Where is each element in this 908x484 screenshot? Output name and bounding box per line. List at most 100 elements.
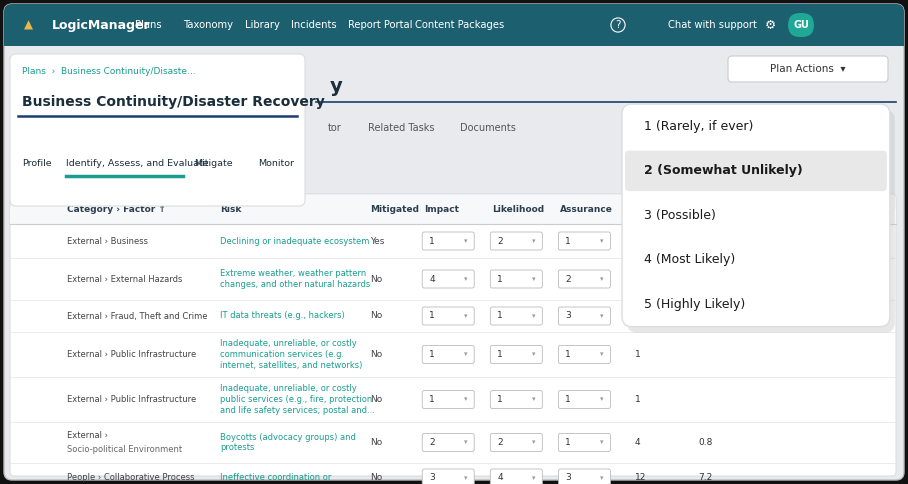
Text: No: No [370,274,382,284]
Text: 3: 3 [429,473,435,483]
Text: ▾: ▾ [600,396,604,403]
Text: public services (e.g., fire, protection: public services (e.g., fire, protection [220,395,372,404]
Text: ▾: ▾ [464,351,468,358]
Text: 1: 1 [635,350,641,359]
Text: 3: 3 [566,312,571,320]
Text: External › Public Infrastructure: External › Public Infrastructure [67,350,197,359]
Text: 0.8: 0.8 [698,438,713,447]
Text: ▾: ▾ [464,276,468,282]
FancyBboxPatch shape [490,434,542,452]
Text: 12: 12 [635,473,646,483]
FancyBboxPatch shape [625,151,887,191]
Text: 2: 2 [429,438,435,447]
Text: 5 (Highly Likely): 5 (Highly Likely) [644,298,745,311]
Text: ▾: ▾ [600,475,604,481]
Text: 1: 1 [498,350,503,359]
Text: ▾: ▾ [532,475,536,481]
Text: External › External Hazards: External › External Hazards [67,274,183,284]
FancyBboxPatch shape [422,232,474,250]
Text: 1: 1 [429,395,435,404]
Text: 7.2: 7.2 [698,473,713,483]
Text: Manage Risks  ▾: Manage Risks ▾ [766,168,850,178]
Text: Inadequate, unreliable, or costly: Inadequate, unreliable, or costly [220,339,357,348]
Text: ▾: ▾ [600,351,604,358]
Text: 2: 2 [566,274,571,284]
FancyBboxPatch shape [10,194,896,224]
Text: Plan Actions  ▾: Plan Actions ▾ [770,64,846,74]
FancyBboxPatch shape [422,346,474,363]
Text: ▾: ▾ [464,313,468,319]
Text: 4: 4 [635,438,641,447]
FancyBboxPatch shape [490,270,542,288]
Text: 4 (Most Likely): 4 (Most Likely) [644,254,735,266]
Text: 2 (Somewhat Unlikely): 2 (Somewhat Unlikely) [644,165,803,177]
Text: Related Tasks: Related Tasks [368,123,435,133]
Text: 3 (Possible): 3 (Possible) [644,209,716,222]
Text: No: No [370,438,382,447]
Text: Ineffective coordination or: Ineffective coordination or [220,473,331,483]
Text: 1 (Rarely, if ever): 1 (Rarely, if ever) [644,120,754,133]
Text: 1: 1 [566,438,571,447]
Text: No: No [370,395,382,404]
FancyBboxPatch shape [422,270,474,288]
Text: Monitor: Monitor [258,160,294,168]
FancyBboxPatch shape [622,104,890,327]
Text: Socio-political Environment: Socio-political Environment [67,445,183,454]
Text: Declining or inadequate ecosystem: Declining or inadequate ecosystem [220,237,370,245]
Text: 1: 1 [635,312,641,320]
Text: changes, and other natural hazards: changes, and other natural hazards [220,280,370,289]
Text: Plans  ›  Business Continuity/Disaste...: Plans › Business Continuity/Disaste... [22,67,195,76]
Text: 2: 2 [635,237,641,245]
Text: Inadequate, unreliable, or costly: Inadequate, unreliable, or costly [220,384,357,393]
Text: Content Packages: Content Packages [415,20,505,30]
Text: People › Collaborative Process: People › Collaborative Process [67,473,195,483]
FancyBboxPatch shape [627,110,895,333]
Text: ▾: ▾ [600,276,604,282]
FancyBboxPatch shape [728,56,888,82]
Text: 2: 2 [498,237,503,245]
Text: GU: GU [793,20,809,30]
Text: ▾: ▾ [532,351,536,358]
FancyBboxPatch shape [490,391,542,408]
Text: Identify, Assess, and Evaluate: Identify, Assess, and Evaluate [66,160,209,168]
FancyBboxPatch shape [10,209,896,224]
Text: Assurance: Assurance [560,205,613,213]
Text: 1: 1 [498,312,503,320]
FancyBboxPatch shape [10,194,896,476]
Text: Likelihood: Likelihood [492,205,545,213]
Text: ▲: ▲ [24,18,33,31]
FancyBboxPatch shape [490,232,542,250]
FancyBboxPatch shape [558,232,610,250]
Text: ▾: ▾ [532,238,536,244]
Text: ▾: ▾ [532,313,536,319]
Text: Inherent: Inherent [633,205,677,213]
FancyBboxPatch shape [422,391,474,408]
Text: ▾: ▾ [532,396,536,403]
Text: ▾: ▾ [600,238,604,244]
Text: and life safety services; postal and...: and life safety services; postal and... [220,406,375,415]
Text: ▾: ▾ [464,439,468,445]
FancyBboxPatch shape [10,54,305,206]
Text: 1: 1 [429,350,435,359]
Text: 4: 4 [429,274,435,284]
Text: 3: 3 [566,473,571,483]
Text: Report Portal: Report Portal [348,20,412,30]
Text: 1: 1 [566,350,571,359]
Text: ⚙: ⚙ [765,18,775,31]
Text: 1: 1 [429,312,435,320]
FancyBboxPatch shape [422,307,474,325]
FancyBboxPatch shape [728,160,888,186]
Text: 2: 2 [498,438,503,447]
FancyBboxPatch shape [422,434,474,452]
FancyBboxPatch shape [558,346,610,363]
Text: LogicManager: LogicManager [52,18,151,31]
Text: ?: ? [616,20,621,30]
Text: Documents: Documents [460,123,516,133]
Text: 1: 1 [498,274,503,284]
FancyBboxPatch shape [4,4,904,480]
Text: ▾: ▾ [532,439,536,445]
Text: ▾: ▾ [464,238,468,244]
Text: communication services (e.g.: communication services (e.g. [220,350,344,359]
Text: ▾: ▾ [464,475,468,481]
FancyBboxPatch shape [558,270,610,288]
